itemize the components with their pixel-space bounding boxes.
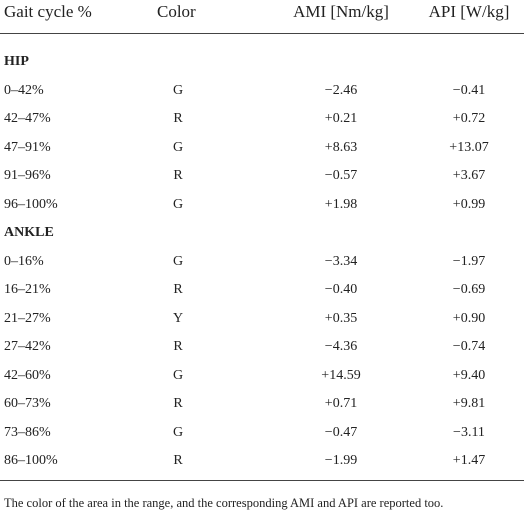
cell: 21–27% xyxy=(4,310,51,326)
cell: +1.98 xyxy=(324,196,358,212)
cell: +3.67 xyxy=(452,168,486,183)
cell: +13.07 xyxy=(449,139,489,155)
cell: +0.99 xyxy=(452,196,486,212)
cell: R xyxy=(173,168,183,183)
footnote: The color of the area in the range, and … xyxy=(4,496,444,510)
cell: R xyxy=(173,339,183,354)
cell: 91–96% xyxy=(4,168,51,183)
cell: +1.47 xyxy=(452,453,486,468)
cell: 27–42% xyxy=(4,339,51,354)
header-cell: Gait cycle % xyxy=(4,2,92,21)
cell: −1.99 xyxy=(324,453,358,468)
cell: G xyxy=(172,196,184,212)
cell: R xyxy=(173,282,183,297)
cell: −4.36 xyxy=(324,339,358,354)
cell: G xyxy=(172,424,184,440)
cell: G xyxy=(172,253,184,269)
cell: +0.71 xyxy=(324,396,358,411)
header-cell: Color xyxy=(157,2,196,21)
cell: +9.81 xyxy=(452,396,486,411)
cell: −3.11 xyxy=(453,424,485,440)
cell: −2.46 xyxy=(324,82,358,98)
cell: 42–47% xyxy=(4,111,51,126)
cell: +9.40 xyxy=(452,367,486,383)
cell: 42–60% xyxy=(4,367,51,383)
header-cell: API [W/kg] xyxy=(428,2,510,21)
cell: −0.74 xyxy=(452,339,486,354)
cell: +0.72 xyxy=(452,111,486,126)
cell: R xyxy=(173,453,183,468)
cell: R xyxy=(173,396,183,411)
cell: 96–100% xyxy=(4,196,58,212)
cell: R xyxy=(173,111,183,126)
cell: +0.90 xyxy=(452,310,486,326)
cell: −0.41 xyxy=(452,82,486,98)
cell: G xyxy=(172,367,184,383)
cell: −3.34 xyxy=(324,253,358,269)
section-title: ANKLE xyxy=(4,225,54,240)
cell: +14.59 xyxy=(321,367,361,383)
cell: −0.47 xyxy=(324,424,358,440)
bottom-rule xyxy=(0,480,524,481)
header-rule xyxy=(0,33,524,34)
cell: 16–21% xyxy=(4,282,51,297)
header-cell: AMI [Nm/kg] xyxy=(293,2,389,21)
cell: Y xyxy=(172,310,184,326)
cell: −0.69 xyxy=(452,282,486,297)
cell: −0.57 xyxy=(324,168,358,183)
cell: G xyxy=(172,82,184,98)
section-title: HIP xyxy=(4,54,29,69)
cell: −0.40 xyxy=(324,282,358,297)
cell: 0–42% xyxy=(4,82,44,98)
cell: +0.21 xyxy=(324,111,358,126)
cell: 73–86% xyxy=(4,424,51,440)
cell: 86–100% xyxy=(4,453,58,468)
cell: 0–16% xyxy=(4,253,44,269)
cell: 47–91% xyxy=(4,139,51,155)
cell: G xyxy=(172,139,184,155)
cell: 60–73% xyxy=(4,396,51,411)
cell: +8.63 xyxy=(324,139,358,155)
cell: −1.97 xyxy=(452,253,486,269)
cell: +0.35 xyxy=(324,310,358,326)
